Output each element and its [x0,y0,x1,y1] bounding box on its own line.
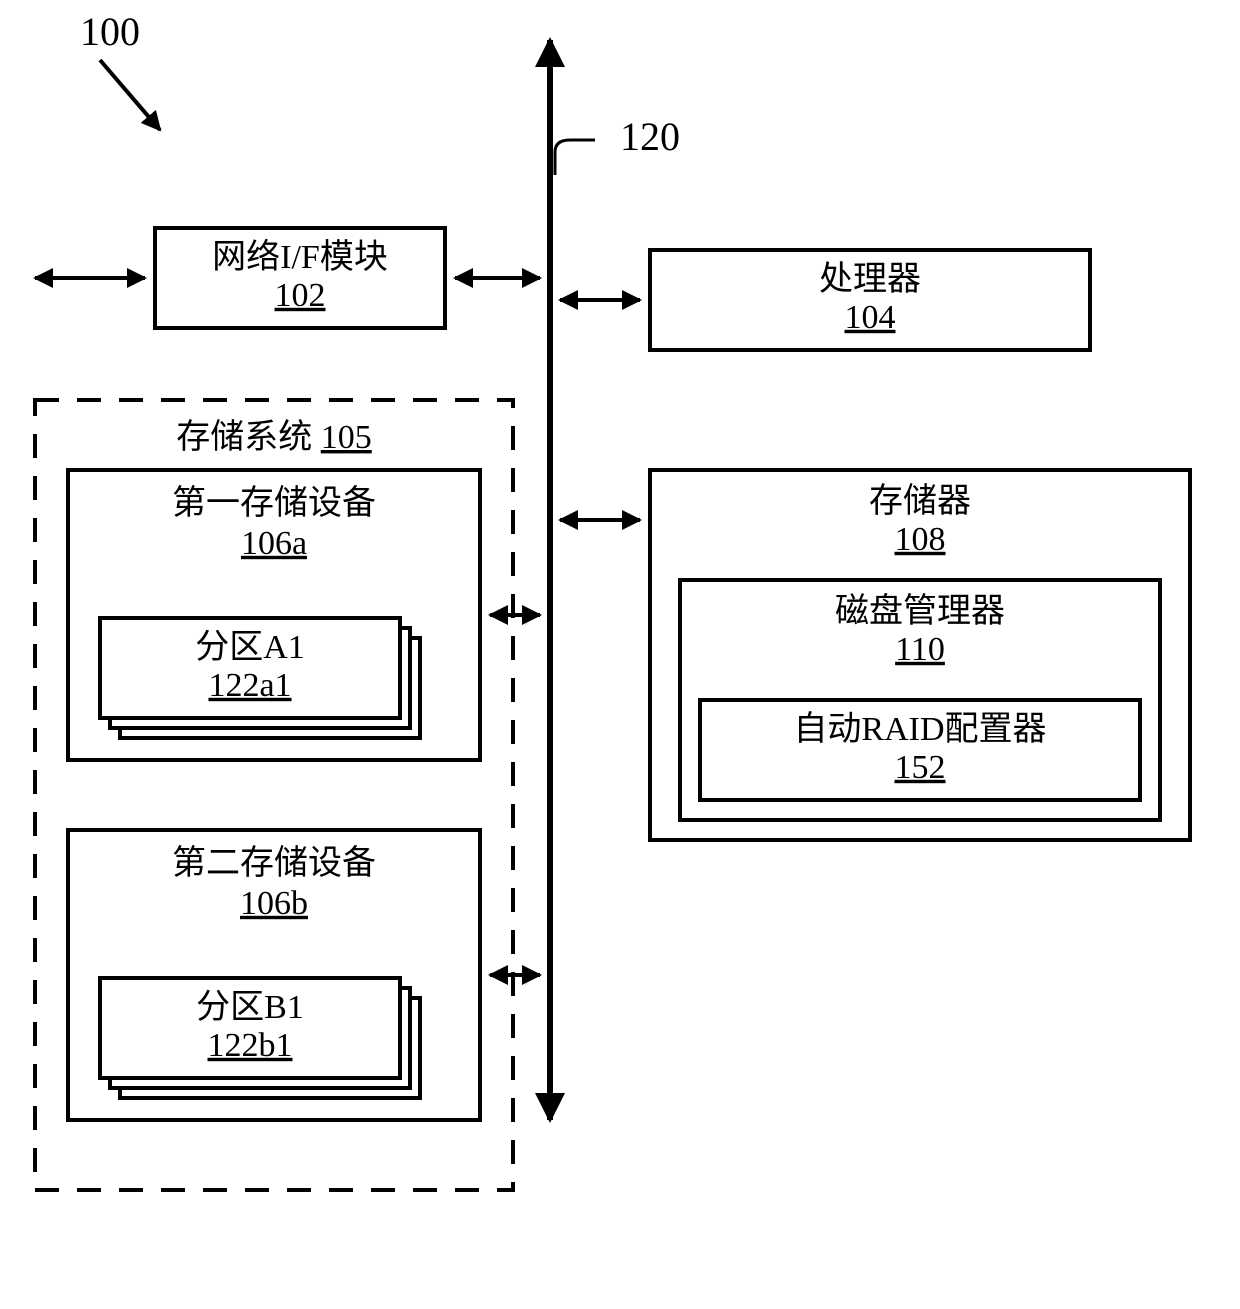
svg-text:网络I/F模块: 网络I/F模块 [212,238,388,276]
storage-system-label: 存储系统 105 [176,418,372,456]
disk-manager-box: 磁盘管理器110 自动RAID配置器152 [680,580,1160,820]
svg-text:104: 104 [845,299,896,336]
svg-text:自动RAID配置器: 自动RAID配置器 [793,710,1046,748]
svg-text:106a: 106a [241,525,307,562]
network-if-module-box: 网络I/F模块102 [155,228,445,328]
svg-text:102: 102 [275,277,326,314]
svg-text:106b: 106b [240,885,308,922]
svg-text:磁盘管理器: 磁盘管理器 [835,592,1005,630]
partition-b1-box: 分区B1122b1 [100,978,420,1098]
processor-box: 处理器104 [650,250,1090,350]
svg-text:处理器: 处理器 [819,261,921,298]
svg-text:122b1: 122b1 [208,1027,293,1064]
partition-a1-box: 分区A1122a1 [100,618,420,738]
svg-text:122a1: 122a1 [208,667,291,704]
auto-raid-configurator-box: 自动RAID配置器152 [700,700,1140,800]
second-storage-device-box: 第二存储设备106b 分区B1122b1 [68,830,480,1120]
svg-text:分区B1: 分区B1 [196,989,304,1026]
memory-box: 存储器108 磁盘管理器110 自动RAID配置器152 [650,470,1190,840]
svg-text:108: 108 [895,521,946,558]
svg-text:110: 110 [895,631,945,668]
svg-text:分区A1: 分区A1 [195,629,305,666]
svg-text:152: 152 [895,749,946,786]
svg-text:第二存储设备: 第二存储设备 [172,844,376,882]
first-storage-device-box: 第一存储设备106a 分区A1122a1 [68,470,480,760]
svg-text:100: 100 [80,9,140,54]
svg-text:120: 120 [620,114,680,159]
svg-text:第一存储设备: 第一存储设备 [172,484,376,522]
svg-text:存储器: 存储器 [869,482,971,520]
